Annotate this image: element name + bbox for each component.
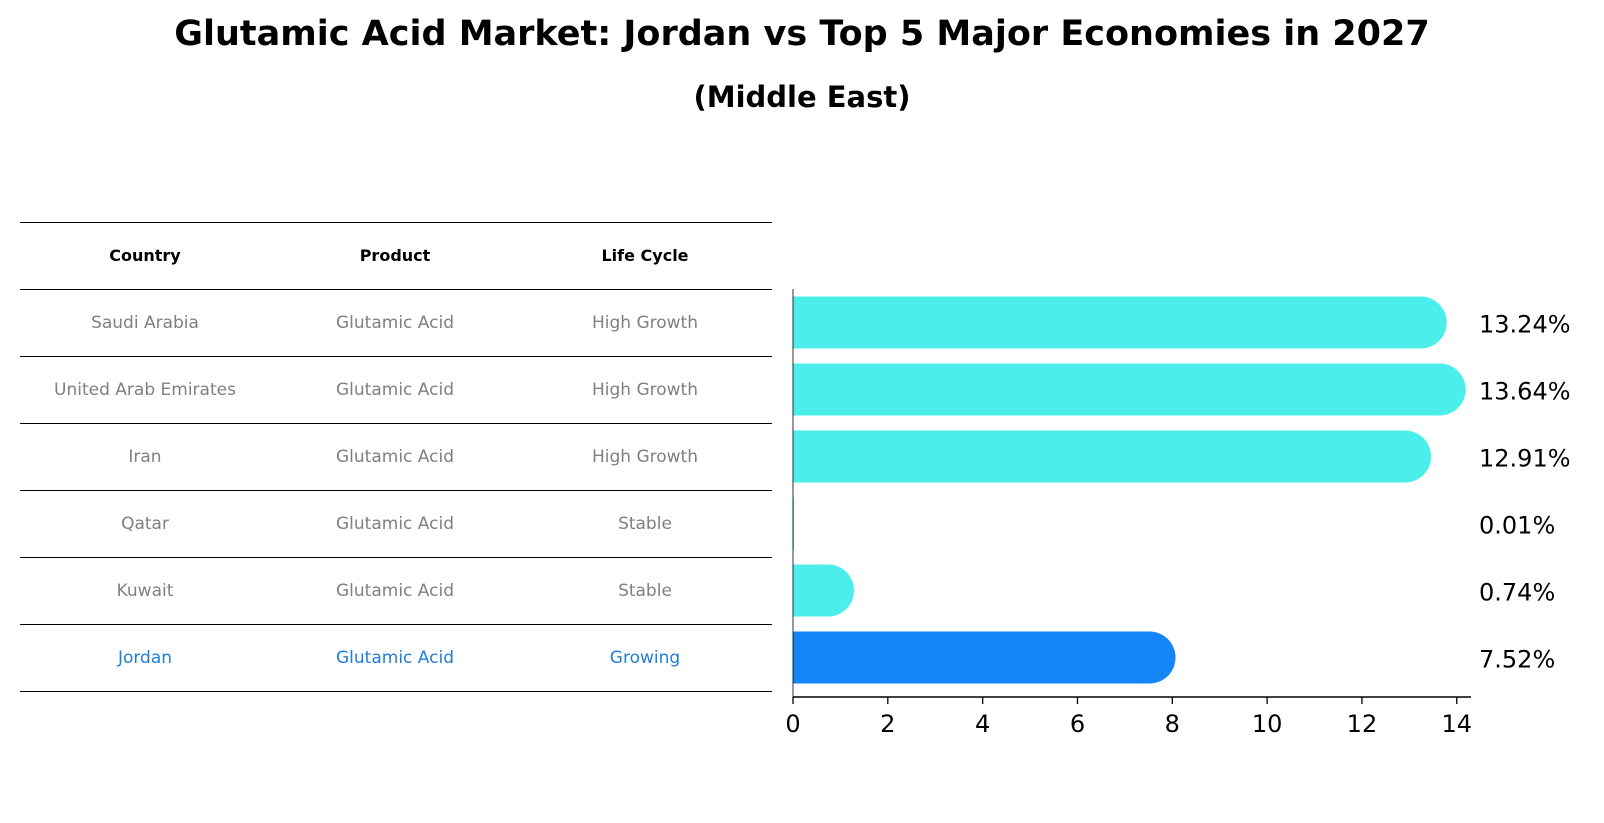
bar-saudi-arabia (793, 296, 1421, 349)
table-cell-country: Kuwait (116, 580, 174, 601)
x-tick-label: 14 (1442, 710, 1473, 738)
table-rule (20, 423, 772, 424)
table-rule (20, 289, 772, 290)
bar-value-label: 13.24% (1479, 311, 1571, 339)
table-cell-life-cycle: High Growth (591, 446, 698, 467)
x-tick-label: 0 (785, 710, 800, 738)
bar-end-cap (1379, 430, 1432, 483)
table-rule (20, 490, 772, 491)
table-cell-life-cycle: Stable (618, 580, 672, 601)
bar-end-cap (1123, 631, 1176, 684)
bar-value-label: 13.64% (1479, 378, 1571, 406)
header-product: Product (359, 245, 431, 265)
bar-end-cap (802, 564, 855, 617)
bar-end-cap (1413, 363, 1466, 416)
table-cell-product: Glutamic Acid (336, 647, 454, 668)
table-cell-life-cycle: Growing (609, 647, 681, 668)
table-rule (20, 691, 772, 692)
x-tick-label: 2 (880, 710, 895, 738)
bar-value-label: 7.52% (1479, 646, 1555, 674)
bar-value-label: 0.01% (1479, 512, 1555, 540)
bar-united-arab-emirates (793, 363, 1440, 416)
x-tick-label: 10 (1252, 710, 1283, 738)
chart-subtitle: (Middle East) (693, 80, 911, 114)
x-tick-label: 8 (1165, 710, 1180, 738)
table-cell-life-cycle: Stable (618, 513, 672, 534)
table-rule (20, 557, 772, 558)
table-cell-country: Jordan (117, 647, 173, 668)
x-tick-label: 4 (975, 710, 990, 738)
bar-value-label: 12.91% (1479, 445, 1571, 473)
table-cell-product: Glutamic Acid (336, 446, 454, 467)
bar-qatar (793, 497, 794, 550)
table-rule (20, 624, 772, 625)
bar-value-label: 0.74% (1479, 579, 1555, 607)
table-cell-product: Glutamic Acid (336, 312, 454, 333)
table-rule (20, 356, 772, 357)
bar-iran (793, 430, 1406, 483)
table-cell-country: Qatar (121, 513, 169, 534)
table-cell-product: Glutamic Acid (336, 580, 454, 601)
x-tick-label: 6 (1070, 710, 1085, 738)
header-life-cycle: Life Cycle (601, 245, 689, 265)
table-cell-product: Glutamic Acid (336, 379, 454, 400)
table-cell-country: Iran (128, 446, 162, 467)
x-tick-label: 12 (1347, 710, 1378, 738)
table-cell-country: Saudi Arabia (91, 312, 199, 333)
chart-title: Glutamic Acid Market: Jordan vs Top 5 Ma… (174, 14, 1430, 54)
table-cell-country: United Arab Emirates (54, 379, 236, 400)
bar-jordan (793, 631, 1150, 684)
table-cell-life-cycle: High Growth (591, 379, 698, 400)
header-country: Country (109, 245, 181, 265)
table-cell-life-cycle: High Growth (591, 312, 698, 333)
table-rule (20, 222, 772, 223)
bar-end-cap (1394, 296, 1447, 349)
table-cell-product: Glutamic Acid (336, 513, 454, 534)
